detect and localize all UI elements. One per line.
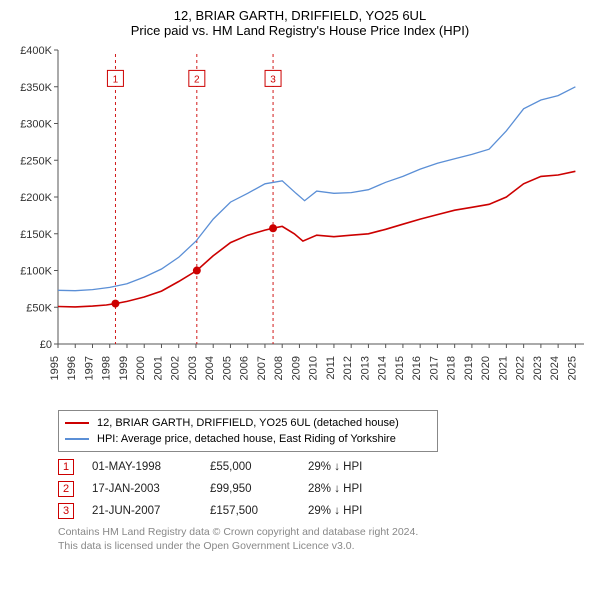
legend-label: 12, BRIAR GARTH, DRIFFIELD, YO25 6UL (de…	[97, 417, 399, 429]
x-tick-label: 2014	[377, 356, 389, 380]
x-tick-label: 2002	[170, 356, 182, 380]
chart-area: £0 £50K £100K £150K £200K £250K £300K £350K £400…	[10, 44, 590, 404]
legend: 12, BRIAR GARTH, DRIFFIELD, YO25 6UL (de…	[58, 410, 438, 452]
x-tick-label: 2021	[497, 356, 509, 380]
x-tick-label: 2010	[308, 356, 320, 380]
legend-swatch	[65, 422, 89, 424]
y-tick-label: £150K	[20, 229, 52, 241]
transaction-date: 17-JAN-2003	[92, 483, 192, 495]
transaction-row-badge: 3	[58, 503, 74, 519]
legend-label: HPI: Average price, detached house, East…	[97, 433, 396, 445]
x-tick-label: 2008	[273, 356, 285, 380]
y-tick-label: £50K	[26, 302, 52, 314]
series-hpi	[58, 87, 575, 291]
x-tick-label: 2001	[152, 356, 164, 380]
transaction-delta-vs-hpi: 28% ↓ HPI	[308, 483, 408, 495]
y-tick-label: £100K	[20, 266, 52, 278]
transaction-dot	[193, 267, 201, 275]
transaction-row: 1 01-MAY-1998 £55,000 29% ↓ HPI	[58, 456, 580, 478]
transaction-price: £157,500	[210, 505, 290, 517]
x-tick-label: 2009	[290, 356, 302, 380]
legend-row: HPI: Average price, detached house, East…	[65, 431, 431, 447]
transaction-date: 01-MAY-1998	[92, 461, 192, 473]
x-tick-label: 1997	[83, 356, 95, 380]
legend-row: 12, BRIAR GARTH, DRIFFIELD, YO25 6UL (de…	[65, 415, 431, 431]
x-tick-label: 2023	[532, 356, 544, 380]
x-tick-label: 1998	[101, 356, 113, 380]
y-tick-label: £200K	[20, 192, 52, 204]
x-tick-label: 2024	[549, 356, 561, 380]
transaction-price: £99,950	[210, 483, 290, 495]
x-tick-label: 2015	[394, 356, 406, 380]
chart-svg: £0 £50K £100K £150K £200K £250K £300K £350K £400…	[10, 44, 590, 404]
x-tick-label: 2003	[187, 356, 199, 380]
x-tick-label: 2005	[221, 356, 233, 380]
y-tick-label: £250K	[20, 155, 52, 167]
transaction-row-badge: 2	[58, 481, 74, 497]
title-block: 12, BRIAR GARTH, DRIFFIELD, YO25 6UL Pri…	[10, 8, 590, 38]
x-tick-label: 2006	[239, 356, 251, 380]
transactions-table: 1 01-MAY-1998 £55,000 29% ↓ HPI 2 17-JAN-2003…	[58, 456, 580, 522]
x-tick-label: 2017	[428, 356, 440, 380]
chart-container: 12, BRIAR GARTH, DRIFFIELD, YO25 6UL Pri…	[0, 0, 600, 559]
x-tick-label: 2011	[325, 356, 337, 380]
transaction-date: 21-JUN-2007	[92, 505, 192, 517]
x-tick-label: 2016	[411, 356, 423, 380]
transaction-badge-number: 3	[270, 74, 276, 85]
transaction-delta-vs-hpi: 29% ↓ HPI	[308, 505, 408, 517]
x-tick-label: 2019	[463, 356, 475, 380]
x-tick-label: 2025	[566, 356, 578, 380]
y-tick-label: £300K	[20, 119, 52, 131]
transaction-row: 3 21-JUN-2007 £157,500 29% ↓ HPI	[58, 500, 580, 522]
y-tick-label: £0	[40, 339, 52, 351]
transaction-dot	[111, 300, 119, 308]
transaction-dot	[269, 224, 277, 232]
x-tick-label: 2022	[515, 356, 527, 380]
footer-line-2: This data is licensed under the Open Gov…	[58, 540, 580, 554]
transaction-price: £55,000	[210, 461, 290, 473]
x-tick-label: 2004	[204, 356, 216, 380]
transaction-row: 2 17-JAN-2003 £99,950 28% ↓ HPI	[58, 478, 580, 500]
transaction-row-badge: 1	[58, 459, 74, 475]
x-tick-label: 2018	[446, 356, 458, 380]
y-tick-label: £350K	[20, 82, 52, 94]
y-tick-label: £400K	[20, 45, 52, 57]
title-address: 12, BRIAR GARTH, DRIFFIELD, YO25 6UL	[10, 8, 590, 23]
transaction-delta-vs-hpi: 29% ↓ HPI	[308, 461, 408, 473]
legend-swatch	[65, 438, 89, 440]
attribution-footer: Contains HM Land Registry data © Crown c…	[58, 526, 580, 553]
x-tick-label: 2012	[342, 356, 354, 380]
title-subtitle: Price paid vs. HM Land Registry's House …	[10, 23, 590, 38]
x-tick-label: 1996	[66, 356, 78, 380]
x-tick-label: 1995	[49, 356, 61, 380]
transaction-badge-number: 1	[113, 74, 119, 85]
footer-line-1: Contains HM Land Registry data © Crown c…	[58, 526, 580, 540]
x-tick-label: 2020	[480, 356, 492, 380]
x-tick-label: 1999	[118, 356, 130, 380]
x-tick-label: 2000	[135, 356, 147, 380]
transaction-badge-number: 2	[194, 74, 200, 85]
x-tick-label: 2007	[256, 356, 268, 380]
x-tick-label: 2013	[359, 356, 371, 380]
